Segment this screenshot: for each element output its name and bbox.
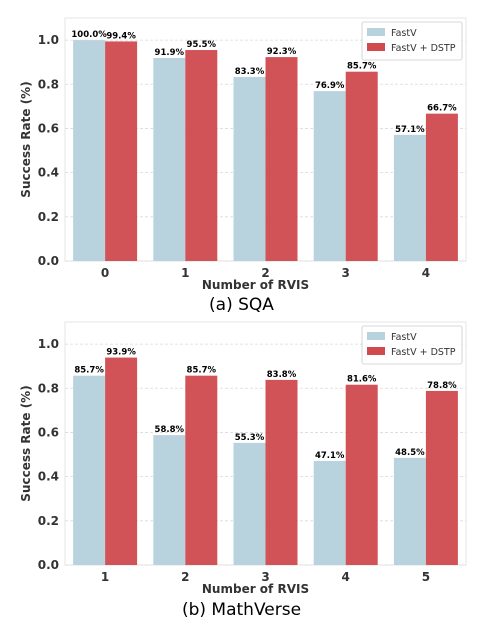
bar-value-label: 81.6% — [347, 375, 377, 385]
bar-value-label: 48.5% — [395, 448, 425, 458]
y-tick-label: 0.8 — [38, 77, 59, 91]
legend: FastV FastV + DSTP — [361, 325, 463, 365]
y-tick-label: 0.2 — [38, 514, 59, 528]
x-axis-label: Number of RVIS — [202, 582, 309, 596]
bar-value-label: 57.1% — [395, 125, 425, 135]
y-tick-label: 1.0 — [38, 33, 59, 47]
bar-dstp — [105, 357, 138, 565]
subfigure-caption: (b) MathVerse — [182, 600, 301, 620]
bar-dstp — [185, 50, 218, 262]
bar-value-label: 83.8% — [267, 370, 297, 380]
bar-dstp — [105, 41, 138, 261]
bar-value-label: 95.5% — [187, 40, 217, 50]
legend-box — [361, 325, 463, 365]
bar-fastv — [393, 134, 426, 261]
bar-dstp — [265, 379, 298, 565]
bar-dstp — [425, 390, 458, 565]
legend-box — [361, 21, 463, 61]
legend-label-dstp: FastV + DSTP — [391, 43, 456, 54]
x-tick-label: 3 — [261, 570, 269, 584]
bar-value-label: 93.9% — [106, 348, 136, 358]
bar-value-label: 66.7% — [427, 104, 457, 114]
bar-fastv — [393, 457, 426, 565]
x-tick-label: 2 — [181, 570, 189, 584]
bar-value-label: 85.7% — [187, 366, 217, 376]
bar-value-label: 83.3% — [235, 67, 265, 77]
bar-dstp — [185, 375, 218, 565]
bar-value-label: 76.9% — [315, 81, 345, 91]
legend-swatch-fastv — [367, 28, 385, 36]
y-axis-label: Success Rate (%) — [19, 385, 33, 501]
chart-sqa: 0.0 0.2 0.4 0.6 0.8 1.0 100.0% 99.4% 0 91.9%95.5%… — [19, 17, 467, 315]
legend-label-fastv: FastV — [391, 28, 417, 39]
x-tick-label: 1 — [101, 570, 109, 584]
bar-value-label: 85.7% — [74, 366, 104, 376]
legend-swatch-dstp — [367, 347, 385, 355]
bar-fastv — [233, 442, 266, 565]
y-tick-label: 0.0 — [38, 254, 59, 268]
y-tick-label: 0.0 — [38, 558, 59, 572]
legend: FastV FastV + DSTP — [361, 21, 463, 61]
x-tick-label: 2 — [261, 266, 269, 280]
bar-value-label: 92.3% — [267, 47, 297, 57]
y-tick-label: 0.4 — [38, 166, 59, 180]
bar-fastv — [313, 460, 346, 565]
bar-dstp — [345, 384, 378, 565]
bar-fastv — [73, 375, 106, 565]
x-axis-label: Number of RVIS — [202, 278, 309, 292]
y-tick-label: 1.0 — [38, 337, 59, 351]
bar-value-label: 85.7% — [347, 62, 377, 72]
y-tick-label: 0.6 — [38, 121, 59, 135]
y-axis-label: Success Rate (%) — [19, 81, 33, 197]
bar-dstp — [265, 57, 298, 262]
x-tick-label: 0 — [101, 266, 109, 280]
x-tick-label: 1 — [181, 266, 189, 280]
legend-swatch-dstp — [367, 43, 385, 51]
x-tick-label: 4 — [342, 570, 350, 584]
bar-value-label: 58.8% — [155, 425, 185, 435]
bar-dstp — [425, 113, 458, 262]
legend-swatch-fastv — [367, 332, 385, 340]
bar-dstp — [345, 71, 378, 261]
bar-value-label: 78.8% — [427, 381, 457, 391]
subfigure-caption: (a) SQA — [209, 295, 274, 315]
legend-label-dstp: FastV + DSTP — [391, 347, 456, 358]
legend-label-fastv: FastV — [391, 332, 417, 343]
bar-value-label: 100.0% — [71, 30, 107, 40]
bar-value-label: 55.3% — [235, 433, 265, 443]
bar-fastv — [233, 76, 266, 261]
y-tick-label: 0.4 — [38, 470, 59, 484]
bar-value-label: 99.4% — [106, 31, 136, 41]
y-tick-label: 0.6 — [38, 425, 59, 439]
bar-fastv — [153, 435, 186, 565]
bar-fastv — [153, 57, 186, 262]
chart-mathverse: 0.00.20.40.60.81.085.7%93.9%158.8%85.7%2… — [19, 321, 467, 620]
bar-fastv — [73, 40, 106, 261]
y-tick-label: 0.8 — [38, 381, 59, 395]
bar-fastv — [313, 91, 346, 261]
bar-value-label: 47.1% — [315, 451, 345, 461]
y-tick-label: 0.2 — [38, 210, 59, 224]
x-tick-label: 3 — [342, 266, 350, 280]
bar-value-label: 91.9% — [155, 48, 185, 58]
x-tick-label: 4 — [422, 266, 430, 280]
x-tick-label: 5 — [422, 570, 430, 584]
